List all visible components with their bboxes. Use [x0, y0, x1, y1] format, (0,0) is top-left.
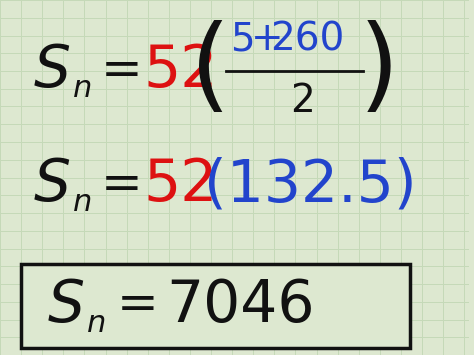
Text: n: n	[87, 308, 106, 338]
FancyBboxPatch shape	[21, 264, 410, 348]
Text: +: +	[251, 20, 283, 58]
Text: 52: 52	[143, 156, 218, 213]
Text: $S$: $S$	[33, 43, 70, 99]
Text: 5: 5	[230, 20, 255, 58]
Text: =: =	[101, 47, 143, 95]
Text: 52: 52	[143, 43, 218, 99]
Text: $S$: $S$	[47, 277, 84, 334]
Text: =: =	[116, 281, 158, 329]
Text: ): )	[359, 21, 399, 121]
Text: 7046: 7046	[166, 277, 315, 334]
Text: n: n	[73, 188, 92, 217]
Text: $S$: $S$	[33, 156, 70, 213]
Text: 2: 2	[290, 82, 315, 120]
Text: =: =	[101, 160, 143, 209]
Text: (: (	[190, 21, 230, 121]
Text: (132.5): (132.5)	[204, 156, 417, 213]
Text: 260: 260	[271, 20, 345, 58]
Text: n: n	[73, 74, 92, 103]
